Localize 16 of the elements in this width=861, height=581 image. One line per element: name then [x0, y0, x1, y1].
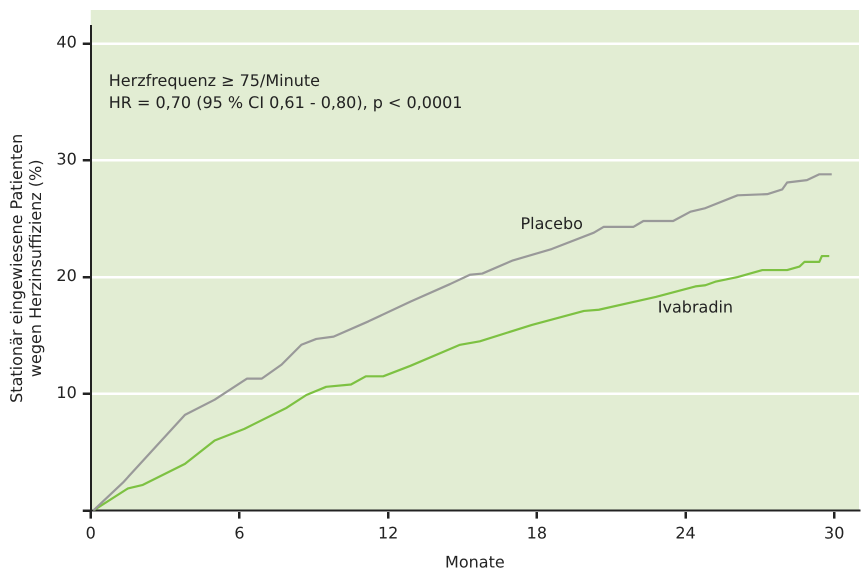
x-tick-label: 0	[86, 523, 96, 542]
x-tick-label: 18	[526, 523, 548, 542]
annotation: HR = 0,70 (95 % CI 0,61 - 0,80), p < 0,0001	[108, 93, 462, 112]
x-tick-label: 24	[675, 523, 696, 542]
annotation: Herzfrequenz ≥ 75/Minute	[108, 71, 320, 90]
y-tick-label: 30	[56, 149, 77, 168]
x-tick-label: 6	[234, 523, 245, 542]
y-tick-label: 20	[56, 266, 77, 286]
x-tick-label: 12	[378, 523, 398, 542]
x-tick-label: 30	[824, 523, 844, 542]
y-tick-label: 40	[56, 32, 77, 52]
y-axis-title: Stationär eingewiesene Patienten wegen Herzinsuffizienz (%)	[6, 134, 45, 403]
series-label: Ivabradin	[658, 297, 734, 316]
series-label: Placebo	[520, 214, 583, 234]
y-tick-label: 10	[56, 382, 77, 402]
x-axis-title: Monate	[445, 552, 505, 572]
